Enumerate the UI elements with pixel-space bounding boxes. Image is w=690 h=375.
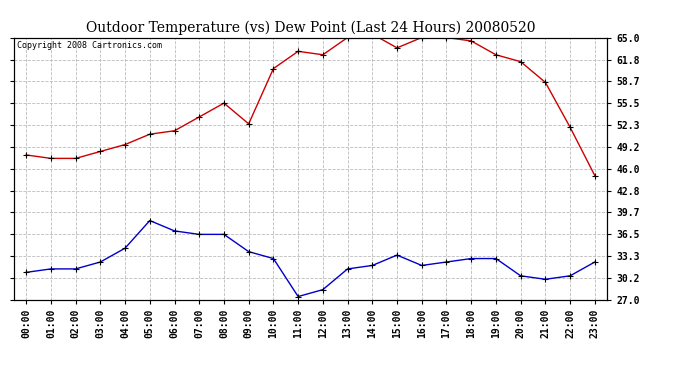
Text: Copyright 2008 Cartronics.com: Copyright 2008 Cartronics.com bbox=[17, 42, 161, 51]
Title: Outdoor Temperature (vs) Dew Point (Last 24 Hours) 20080520: Outdoor Temperature (vs) Dew Point (Last… bbox=[86, 21, 535, 35]
